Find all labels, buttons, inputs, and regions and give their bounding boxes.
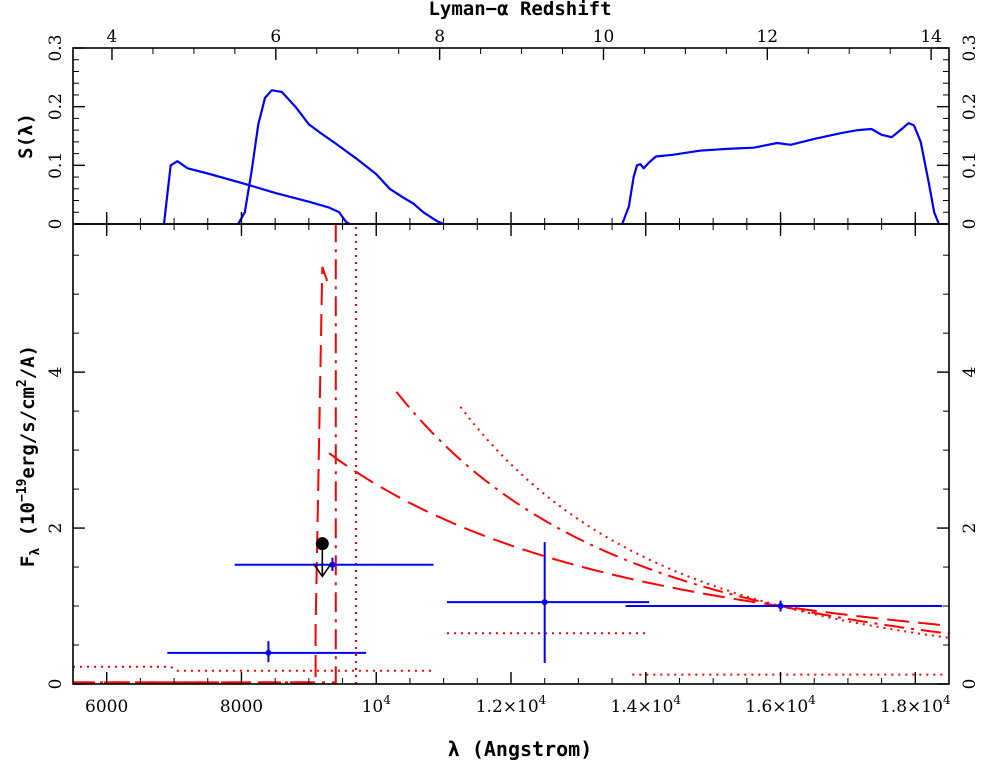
bottom-left-ytick-label: 0: [46, 679, 66, 690]
xtick-exponent: 4: [673, 693, 681, 707]
xtick-exponent: 4: [539, 693, 547, 707]
model-dashed-curve: [328, 452, 949, 627]
top-ticks: 0 0 0.1 0.1 0.2 0.2 0.3 0.3 4 6 8 10 12 14: [46, 27, 980, 229]
top-right-ytick-label: 0: [960, 219, 980, 230]
ylabel-part: 2: [15, 379, 30, 387]
bottom-xtick-label: 1.2×104: [476, 693, 547, 717]
bottom-series-group: [73, 224, 949, 684]
xtick-exponent: 4: [943, 693, 951, 707]
bottom-xtick-label: 8000: [220, 697, 263, 717]
model-dashdot-curve: [395, 391, 949, 635]
top-right-ytick-label: 0.1: [960, 152, 980, 179]
model-dashdot-cutoff: [73, 224, 337, 684]
redshift-tick-label: 10: [593, 27, 615, 47]
throughput-curve-3: [621, 122, 940, 224]
top-left-ytick-label: 0: [46, 219, 66, 230]
bottom-left-ytick-label: 2: [46, 523, 66, 534]
bottom-xtick-label: 6000: [85, 697, 128, 717]
redshift-tick-label: 4: [107, 27, 118, 47]
bottom-ylabel-text: Fλ (10−19erg/s/cm2/A): [15, 345, 43, 567]
throughput-curve-1: [162, 160, 350, 224]
bottom-right-ytick-label: 2: [960, 523, 980, 534]
bottom-ylabel: Fλ (10−19erg/s/cm2/A): [15, 345, 43, 567]
ylabel-part: −19: [15, 479, 30, 502]
top-left-ytick-label: 0.1: [46, 152, 66, 179]
ylabel-part: /A): [17, 345, 39, 379]
bottom-xlabel: λ (Angstrom): [448, 737, 593, 761]
ylabel-part: (10: [17, 502, 39, 548]
data-point: [777, 603, 784, 610]
top-right-ytick-label: 0.3: [960, 34, 980, 61]
ylabel-part: erg/s/cm: [17, 387, 39, 479]
top-panel: 0 0 0.1 0.1 0.2 0.2 0.3 0.3 4 6 8 10 12 14 S(λ): [15, 27, 980, 229]
top-ylabel: S(λ): [15, 113, 37, 159]
bottom-xtick-label: 1.4×104: [610, 693, 681, 717]
bottom-right-ytick-label: 4: [960, 367, 980, 378]
bottom-right-ytick-label: 0: [960, 679, 980, 690]
data-point: [541, 599, 548, 606]
top-right-ytick-label: 0.2: [960, 93, 980, 120]
bottom-xtick-label: 1.8×104: [880, 693, 951, 717]
redshift-tick-label: 8: [434, 27, 445, 47]
redshift-tick-label: 12: [756, 27, 778, 47]
bottom-left-ytick-label: 4: [46, 367, 66, 378]
top-left-ytick-label: 0.3: [46, 34, 66, 61]
bottom-xtick-label: 1.6×104: [745, 693, 816, 717]
throughput-curve-2: [237, 89, 445, 224]
ylabel-part: F: [17, 556, 39, 567]
xtick-exponent: 4: [808, 693, 816, 707]
top-left-ytick-label: 0.2: [46, 93, 66, 120]
redshift-tick-label: 6: [270, 27, 281, 47]
data-point: [265, 649, 272, 656]
ylabel-part: λ: [28, 548, 43, 556]
redshift-tick-label: 14: [920, 27, 942, 47]
upper-limit-point: [315, 537, 329, 551]
top-axis-title: Lyman−α Redshift: [428, 0, 611, 20]
top-series-group: [162, 89, 940, 224]
upper-limit-arrow-head: [312, 562, 332, 578]
xtick-exponent: 4: [383, 693, 391, 707]
